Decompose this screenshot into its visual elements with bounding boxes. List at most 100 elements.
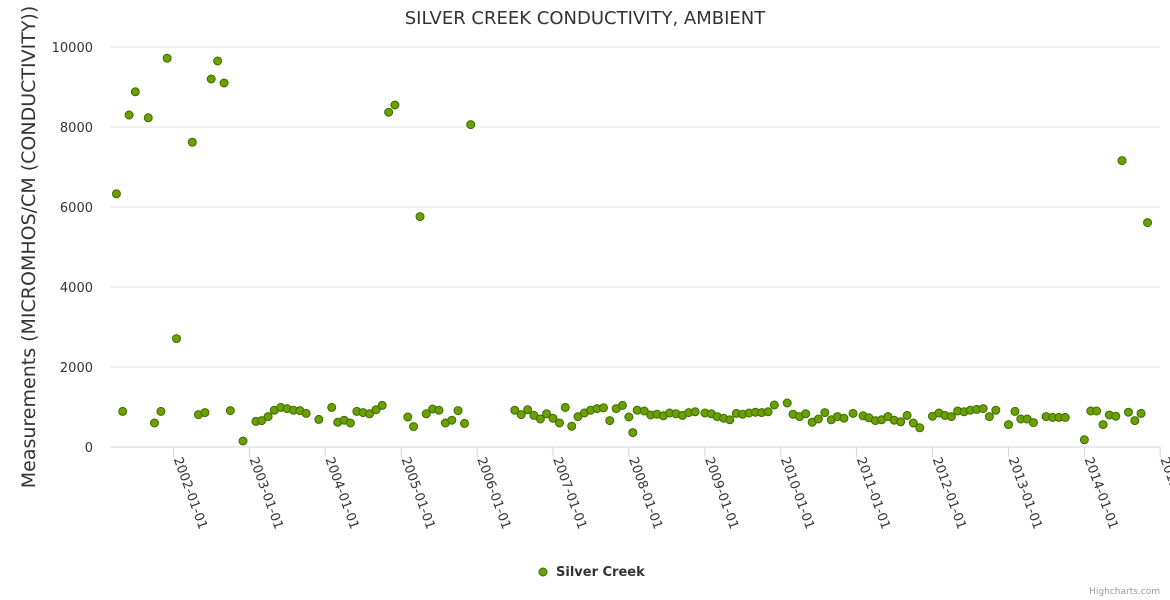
data-point[interactable] xyxy=(896,417,906,427)
data-point[interactable] xyxy=(200,408,210,418)
data-point[interactable] xyxy=(813,414,823,424)
data-point[interactable] xyxy=(1060,412,1070,422)
data-point[interactable] xyxy=(769,400,779,410)
data-point[interactable] xyxy=(605,416,615,426)
data-point[interactable] xyxy=(1079,435,1089,445)
credits-link[interactable]: Highcharts.com xyxy=(1089,587,1160,597)
data-point[interactable] xyxy=(548,413,558,423)
data-point[interactable] xyxy=(171,334,181,344)
data-point[interactable] xyxy=(130,87,140,97)
data-point[interactable] xyxy=(902,410,912,420)
data-point[interactable] xyxy=(434,405,444,415)
data-point[interactable] xyxy=(560,402,570,412)
data-point[interactable] xyxy=(453,406,463,416)
data-point[interactable] xyxy=(542,409,552,419)
data-point[interactable] xyxy=(1004,420,1014,430)
y-gridlines xyxy=(110,46,1160,368)
x-tick-label: 2015-01-01 xyxy=(1156,455,1170,531)
data-point[interactable] xyxy=(523,405,533,415)
data-point[interactable] xyxy=(156,406,166,416)
data-point[interactable] xyxy=(213,56,223,66)
x-tick-label: 2012-01-01 xyxy=(929,455,969,531)
data-point[interactable] xyxy=(225,406,235,416)
data-point[interactable] xyxy=(1117,156,1127,166)
data-point[interactable] xyxy=(908,418,918,428)
data-point[interactable] xyxy=(984,412,994,422)
data-point[interactable] xyxy=(301,408,311,418)
data-point[interactable] xyxy=(238,436,248,446)
data-point[interactable] xyxy=(206,74,216,84)
data-point[interactable] xyxy=(690,407,700,417)
data-point[interactable] xyxy=(1130,416,1140,426)
data-point[interactable] xyxy=(118,406,128,416)
data-point[interactable] xyxy=(345,418,355,428)
data-point[interactable] xyxy=(421,409,431,419)
data-point[interactable] xyxy=(820,408,830,418)
data-point[interactable] xyxy=(848,408,858,418)
data-point[interactable] xyxy=(466,120,476,130)
y-tick-label: 10000 xyxy=(52,41,93,56)
data-point[interactable] xyxy=(946,412,956,422)
data-point[interactable] xyxy=(263,412,273,422)
y-tick-label: 4000 xyxy=(60,281,93,296)
data-point[interactable] xyxy=(628,428,638,438)
data-point[interactable] xyxy=(554,418,564,428)
data-point[interactable] xyxy=(1098,420,1108,430)
data-point[interactable] xyxy=(725,415,735,425)
data-point[interactable] xyxy=(915,423,925,433)
data-point[interactable] xyxy=(839,413,849,423)
data-point[interactable] xyxy=(447,415,457,425)
data-point[interactable] xyxy=(510,405,520,415)
data-point[interactable] xyxy=(365,409,375,419)
data-point[interactable] xyxy=(516,410,526,420)
data-point[interactable] xyxy=(617,400,627,410)
data-point[interactable] xyxy=(782,398,792,408)
data-point[interactable] xyxy=(801,409,811,419)
data-point[interactable] xyxy=(567,421,577,431)
data-point[interactable] xyxy=(371,405,381,415)
data-point[interactable] xyxy=(1111,411,1121,421)
data-point[interactable] xyxy=(639,406,649,416)
data-point[interactable] xyxy=(599,403,609,413)
data-point[interactable] xyxy=(124,110,134,120)
data-point[interactable] xyxy=(763,407,773,417)
data-point[interactable] xyxy=(257,416,267,426)
data-point[interactable] xyxy=(991,405,1001,415)
x-tick-label: 2013-01-01 xyxy=(1005,455,1045,531)
data-point[interactable] xyxy=(1092,406,1102,416)
data-point[interactable] xyxy=(219,78,229,88)
data-point[interactable] xyxy=(460,418,470,428)
data-point[interactable] xyxy=(415,212,425,222)
legend-item-silver-creek[interactable]: Silver Creek xyxy=(556,565,645,580)
data-point[interactable] xyxy=(1010,406,1020,416)
x-tick-label: 2002-01-01 xyxy=(170,455,210,531)
data-point[interactable] xyxy=(1028,418,1038,428)
data-point[interactable] xyxy=(1123,407,1133,417)
y-axis-ticks: 0 2000 4000 6000 8000 10000 xyxy=(52,41,93,456)
legend[interactable]: Silver Creek xyxy=(538,565,645,580)
data-point[interactable] xyxy=(1136,408,1146,418)
data-point[interactable] xyxy=(149,418,159,428)
data-point[interactable] xyxy=(978,404,988,414)
data-point[interactable] xyxy=(162,53,172,63)
data-point[interactable] xyxy=(327,402,337,412)
x-tick-label: 2005-01-01 xyxy=(398,455,438,531)
data-point[interactable] xyxy=(1143,218,1153,228)
data-point[interactable] xyxy=(390,100,400,110)
x-tick-label: 2010-01-01 xyxy=(777,455,817,531)
data-point[interactable] xyxy=(535,414,545,424)
x-tick-label: 2007-01-01 xyxy=(549,455,589,531)
data-point[interactable] xyxy=(143,113,153,123)
data-point[interactable] xyxy=(384,107,394,117)
x-tick-label: 2009-01-01 xyxy=(701,455,741,531)
data-point[interactable] xyxy=(187,137,197,147)
y-tick-label: 6000 xyxy=(60,201,93,216)
x-tick-label: 2011-01-01 xyxy=(853,455,893,531)
data-point[interactable] xyxy=(403,412,413,422)
data-point[interactable] xyxy=(409,422,419,432)
data-point[interactable] xyxy=(111,189,121,199)
data-point[interactable] xyxy=(314,414,324,424)
data-point[interactable] xyxy=(377,400,387,410)
data-point[interactable] xyxy=(624,412,634,422)
y-tick-label: 8000 xyxy=(60,121,93,136)
